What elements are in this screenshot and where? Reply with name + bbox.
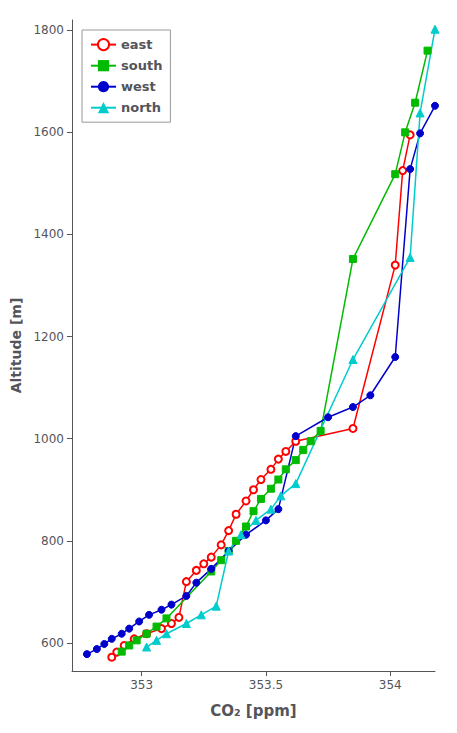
svg-text:north: north <box>121 100 161 115</box>
svg-text:1800: 1800 <box>33 23 64 37</box>
svg-text:1000: 1000 <box>33 432 64 446</box>
svg-text:354: 354 <box>379 678 402 692</box>
svg-text:east: east <box>121 37 153 52</box>
svg-text:1400: 1400 <box>33 227 64 241</box>
svg-text:CO₂ [ppm]: CO₂ [ppm] <box>210 702 296 720</box>
svg-text:south: south <box>121 58 162 73</box>
svg-text:600: 600 <box>41 636 64 650</box>
svg-text:353: 353 <box>130 678 153 692</box>
svg-text:1600: 1600 <box>33 125 64 139</box>
svg-text:Altitude [m]: Altitude [m] <box>8 298 24 394</box>
svg-text:353.5: 353.5 <box>249 678 283 692</box>
svg-text:800: 800 <box>41 534 64 548</box>
svg-text:west: west <box>121 79 156 94</box>
svg-text:1200: 1200 <box>33 330 64 344</box>
